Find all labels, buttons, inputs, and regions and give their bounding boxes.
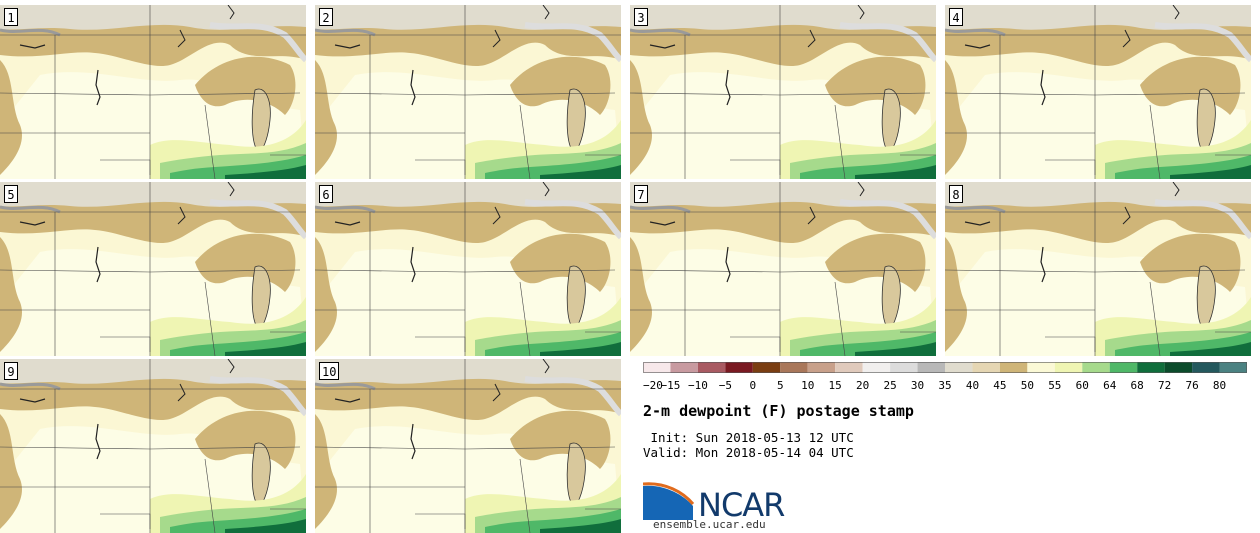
member-label: 10 xyxy=(319,362,340,380)
colorbar-swatch xyxy=(1109,362,1138,373)
colorbar-swatch xyxy=(917,362,945,373)
site-url: ensemble.ucar.edu xyxy=(653,518,766,531)
map-panel-9: 9 xyxy=(0,359,306,533)
colorbar-swatch xyxy=(835,362,863,373)
colorbar-swatch xyxy=(1137,362,1165,373)
colorbar-tick-label: 60 xyxy=(1076,379,1089,392)
colorbar-tick-label: 45 xyxy=(993,379,1006,392)
colorbar-tick-label: −15 xyxy=(661,379,681,392)
colorbar-tick-label: 0 xyxy=(750,379,757,392)
map-panel-3: 3 xyxy=(630,5,936,179)
colorbar-tick-label: 35 xyxy=(938,379,951,392)
colorbar-tick-label: 64 xyxy=(1103,379,1117,392)
colorbar-tick-label: 5 xyxy=(777,379,784,392)
map-panel-1: 1 xyxy=(0,5,306,179)
colorbar-tick-label: −10 xyxy=(688,379,708,392)
colorbar-border xyxy=(643,362,1247,373)
colorbar-swatch xyxy=(1192,362,1220,373)
member-label: 8 xyxy=(949,185,963,203)
colorbar-swatch xyxy=(890,362,918,373)
dewpoint-map xyxy=(0,182,306,356)
dewpoint-map xyxy=(315,359,621,533)
map-panel-4: 4 xyxy=(945,5,1251,179)
colorbar-swatch xyxy=(1164,362,1193,373)
map-panel-5: 5 xyxy=(0,182,306,356)
colorbar-tick-label: −20 xyxy=(643,379,663,392)
colorbar-tick-label: 20 xyxy=(856,379,869,392)
colorbar-swatch xyxy=(999,362,1028,373)
colorbar-tick-label: 50 xyxy=(1021,379,1034,392)
colorbar-tick-label: 68 xyxy=(1131,379,1144,392)
colorbar-swatch xyxy=(1219,362,1247,373)
dewpoint-map xyxy=(0,5,306,179)
member-label: 9 xyxy=(4,362,18,380)
member-label: 3 xyxy=(634,8,648,26)
colorbar-tick-label: 55 xyxy=(1048,379,1061,392)
colorbar-tick-label: 30 xyxy=(911,379,924,392)
map-panel-7: 7 xyxy=(630,182,936,356)
colorbar-tick-label: 40 xyxy=(966,379,979,392)
map-panel-8: 8 xyxy=(945,182,1251,356)
colorbar-tick-label: −5 xyxy=(719,379,732,392)
valid-time: Valid: Mon 2018-05-14 04 UTC xyxy=(643,445,854,460)
dewpoint-map xyxy=(630,182,936,356)
colorbar-swatch xyxy=(697,362,726,373)
colorbar-swatch xyxy=(807,362,836,373)
dewpoint-map xyxy=(945,5,1251,179)
dewpoint-map xyxy=(630,5,936,179)
member-label: 6 xyxy=(319,185,333,203)
colorbar-swatch xyxy=(1082,362,1110,373)
colorbar-tick-label: 25 xyxy=(883,379,896,392)
chart-title: 2-m dewpoint (F) postage stamp xyxy=(643,402,914,420)
member-label: 4 xyxy=(949,8,963,26)
colorbar-swatch xyxy=(752,362,781,373)
member-label: 5 xyxy=(4,185,18,203)
member-label: 2 xyxy=(319,8,333,26)
map-panel-6: 6 xyxy=(315,182,621,356)
colorbar-swatch xyxy=(670,362,698,373)
colorbar-tick-label: 76 xyxy=(1185,379,1198,392)
colorbar-swatch xyxy=(780,362,808,373)
colorbar-tick-label: 10 xyxy=(801,379,814,392)
ncar-logo-icon xyxy=(643,482,695,520)
dewpoint-map xyxy=(945,182,1251,356)
colorbar-tick-label: 72 xyxy=(1158,379,1171,392)
colorbar-tick-label: 80 xyxy=(1213,379,1226,392)
colorbar-swatch xyxy=(1027,362,1055,373)
dewpoint-map xyxy=(315,5,621,179)
colorbar-swatch xyxy=(862,362,891,373)
colorbar-tick-label: 15 xyxy=(829,379,842,392)
colorbar-swatch xyxy=(725,362,753,373)
colorbar-swatch xyxy=(972,362,1000,373)
member-label: 1 xyxy=(4,8,18,26)
logo-text: NCAR xyxy=(698,486,785,524)
init-time: Init: Sun 2018-05-13 12 UTC xyxy=(643,430,854,445)
colorbar-swatch xyxy=(945,362,973,373)
member-label: 7 xyxy=(634,185,648,203)
dewpoint-map xyxy=(0,359,306,533)
colorbar-swatch xyxy=(1054,362,1083,373)
dewpoint-colorbar: −20−15 −10 −5 0 5 10 15 20 25 30 35 40 45 50 55 60 64 68 7… xyxy=(643,362,1247,392)
map-panel-2: 2 xyxy=(315,5,621,179)
dewpoint-map xyxy=(315,182,621,356)
map-panel-10: 10 xyxy=(315,359,621,533)
colorbar-swatch xyxy=(643,362,671,373)
